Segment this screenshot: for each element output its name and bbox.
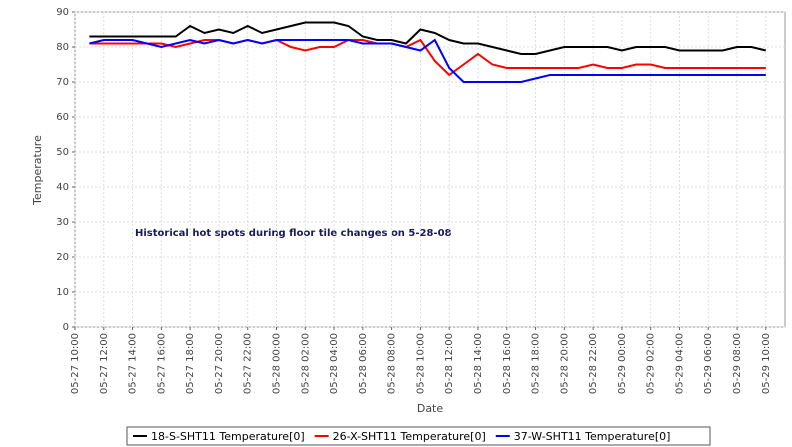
y-tick-label: 80 — [56, 42, 69, 53]
y-tick-label: 70 — [56, 77, 69, 88]
x-tick-label: 05-29 00:00 — [617, 333, 628, 394]
y-tick-label: 20 — [56, 252, 69, 263]
x-tick-label: 05-27 12:00 — [99, 333, 110, 394]
y-axis-label: Temperature — [31, 135, 44, 206]
x-tick-label: 05-27 18:00 — [185, 333, 196, 394]
legend-label: 18-S-SHT11 Temperature[0] — [151, 430, 305, 443]
series-line — [89, 38, 766, 83]
x-tick-label: 05-28 08:00 — [387, 333, 398, 394]
annotation: Historical hot spots during floor tile c… — [135, 228, 452, 239]
x-tick-label: 05-27 10:00 — [70, 333, 81, 394]
x-tick-label: 05-28 20:00 — [559, 333, 570, 394]
x-tick-label: 05-29 02:00 — [646, 333, 657, 394]
y-tick-label: 0 — [63, 322, 69, 333]
series-line — [89, 21, 767, 55]
x-tick-label: 05-28 12:00 — [444, 333, 455, 394]
legend-box — [126, 426, 711, 446]
y-tick-label: 40 — [56, 182, 69, 193]
x-tick-label: 05-27 16:00 — [156, 333, 167, 394]
x-tick-label: 05-28 14:00 — [473, 333, 484, 394]
x-tick-label: 05-29 10:00 — [761, 333, 772, 394]
x-tick-label: 05-28 22:00 — [588, 333, 599, 394]
legend-label: 26-X-SHT11 Temperature[0] — [333, 430, 486, 443]
y-tick-label: 10 — [56, 287, 69, 298]
legend-label: 37-W-SHT11 Temperature[0] — [514, 430, 671, 443]
x-tick-label: 05-28 04:00 — [329, 333, 340, 394]
x-tick-label: 05-28 18:00 — [531, 333, 542, 394]
x-tick-label: 05-27 14:00 — [128, 333, 139, 394]
x-tick-label: 05-29 08:00 — [732, 333, 743, 394]
y-tick-label: 90 — [56, 7, 69, 18]
x-axis-label: Date — [417, 402, 444, 415]
x-tick-label: 05-27 20:00 — [214, 333, 225, 394]
x-tick-label: 05-28 02:00 — [300, 333, 311, 394]
y-tick-label: 60 — [56, 112, 69, 123]
x-tick-label: 05-28 00:00 — [271, 333, 282, 394]
x-tick-label: 05-28 06:00 — [358, 333, 369, 394]
y-tick-label: 50 — [56, 147, 69, 158]
x-tick-label: 05-27 22:00 — [243, 333, 254, 394]
x-tick-label: 05-29 06:00 — [703, 333, 714, 394]
x-tick-label: 05-28 10:00 — [415, 333, 426, 394]
x-tick-label: 05-28 16:00 — [502, 333, 513, 394]
plot-area — [74, 11, 786, 328]
y-tick-label: 30 — [56, 217, 69, 228]
series-line — [89, 38, 766, 77]
x-tick-label: 05-29 04:00 — [674, 333, 685, 394]
